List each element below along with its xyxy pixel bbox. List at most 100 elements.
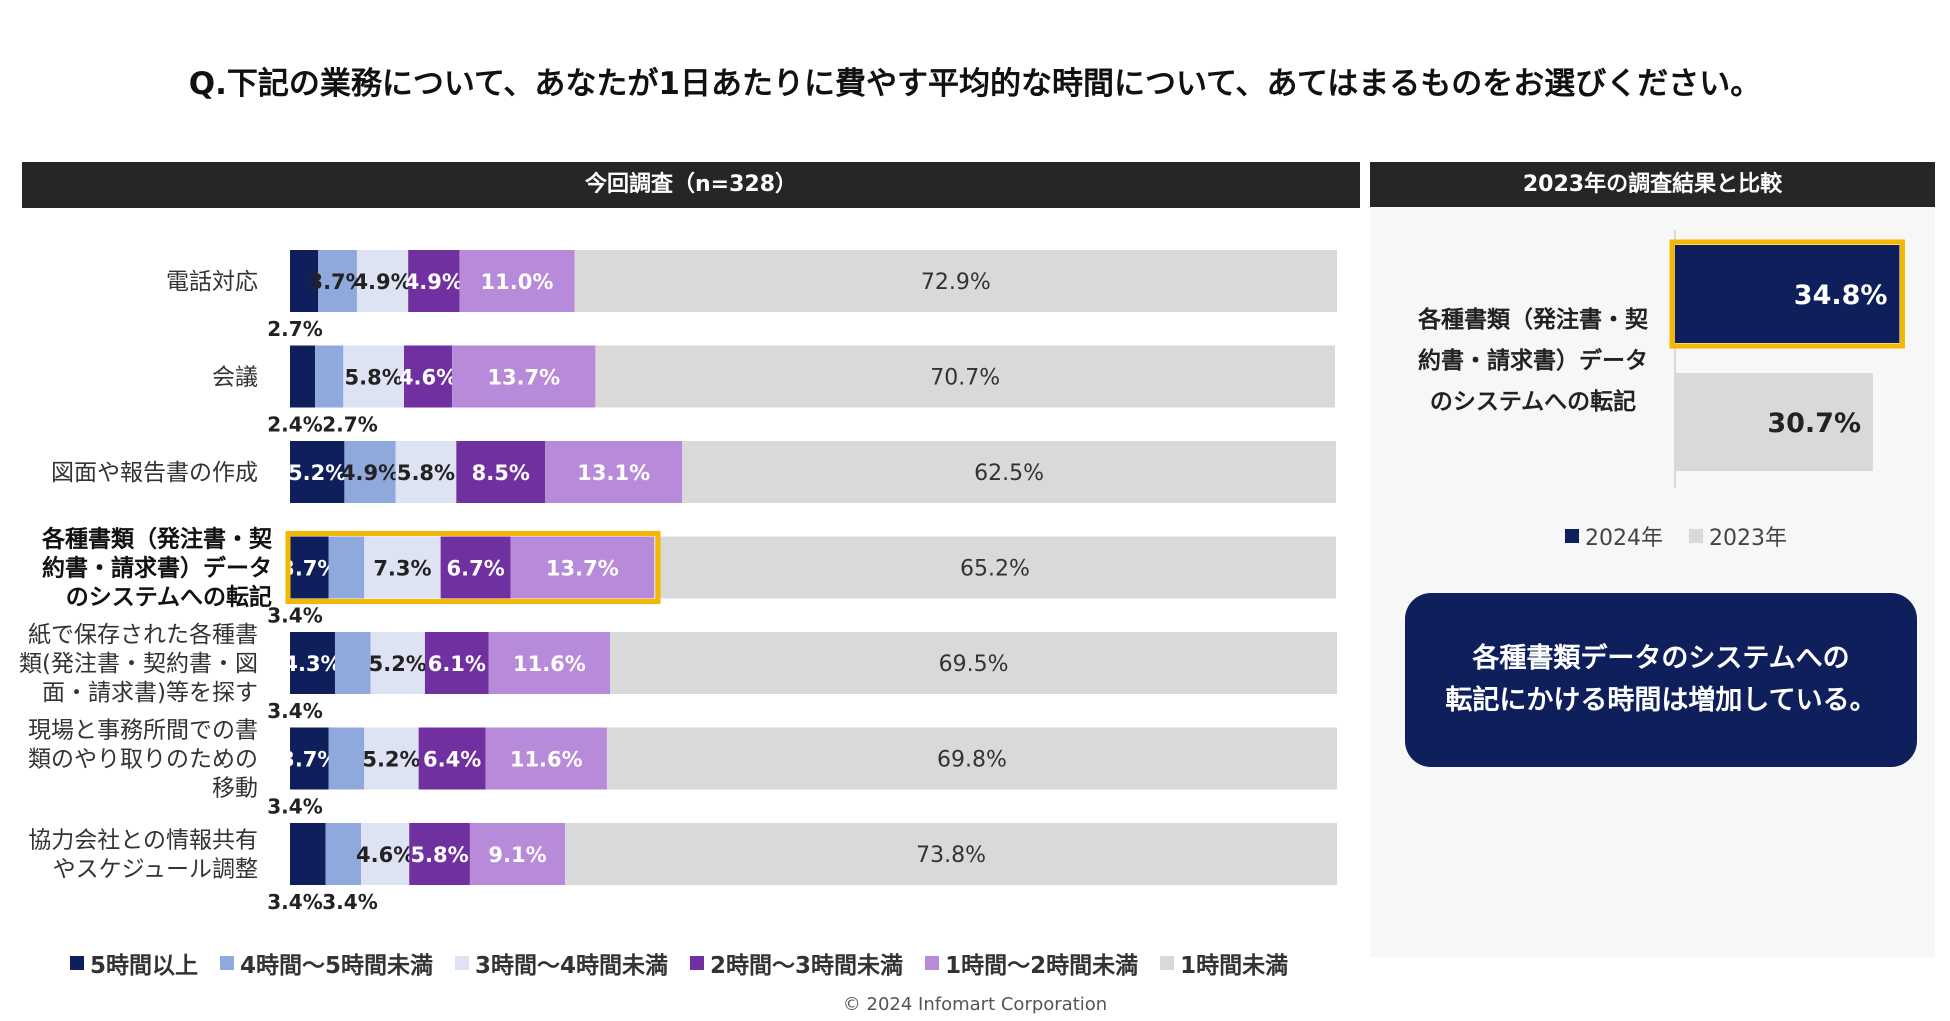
data-label: 73.8% <box>916 843 986 868</box>
data-label-below: 3.4% <box>267 604 322 628</box>
bar-segment <box>328 536 365 599</box>
bar-segment <box>290 250 319 312</box>
comparison-highlight-frame <box>1669 239 1905 349</box>
data-label-below: 2.4% <box>267 413 322 437</box>
bar-segment <box>469 823 566 885</box>
category-label-line: 現場と事務所間での書 <box>28 718 258 744</box>
comparison-category-line: 各種書類（発注書・契 <box>1418 307 1648 333</box>
comparison-bar <box>1675 245 1900 343</box>
bar-segment <box>682 441 1336 503</box>
category-label: 協力会社との情報共有やスケジュール調整 <box>28 828 258 883</box>
category-label-line: 類(発注書・契約書・図 <box>19 651 258 677</box>
comparison-legend-label: 2023年 <box>1709 526 1787 551</box>
legend-swatch <box>220 956 235 970</box>
legend-swatch <box>1160 956 1175 970</box>
bar-segment <box>452 345 596 408</box>
data-label-below: 2.7% <box>267 317 322 341</box>
comparison-legend-item: 2023年 <box>1689 520 1787 552</box>
bar-segment <box>334 632 371 694</box>
legend-swatch <box>1565 529 1579 543</box>
legend-swatch <box>690 956 705 970</box>
bar-segment <box>290 345 316 408</box>
highlight-frame <box>285 531 661 604</box>
legend-label: 2時間～3時間未満 <box>710 953 904 979</box>
data-label-below: 3.4% <box>267 795 322 819</box>
bar-segment <box>370 632 425 694</box>
stacked-bar-chart: 電話対応 3.7%4.9%4.9% 11.0% 72.9%2.7%会議 5.8%4.6%… <box>19 250 1338 914</box>
category-label-line: 移動 <box>212 776 258 802</box>
data-label: 13.7% <box>487 366 560 390</box>
bar-segment <box>485 727 607 790</box>
bar-segment <box>343 345 405 408</box>
comparison-legend: 2024年 2023年 <box>1565 520 1787 552</box>
data-label: 72.9% <box>921 270 991 295</box>
legend-item: 2時間～3時間未満 <box>690 946 903 980</box>
data-label: 4.9% <box>353 270 411 294</box>
category-label-line: 会議 <box>212 365 258 391</box>
bar-segment <box>404 345 453 408</box>
chart-legend: 5時間以上 4時間～5時間未満 3時間～4時間未満 2時間～3時間未満 1時間～2時間未… <box>70 946 1288 980</box>
data-label: 11.6% <box>510 748 583 772</box>
legend-item: 5時間以上 <box>70 946 198 980</box>
bar-segment <box>328 727 365 790</box>
category-label-line: 協力会社との情報共有 <box>28 828 258 854</box>
category-label-line: 各種書類（発注書・契 <box>41 526 273 553</box>
bar-segment <box>418 727 486 790</box>
data-label: 9.1% <box>488 843 546 867</box>
data-label: 5.8% <box>410 843 468 867</box>
comparison-category-line: 約書・請求書）データ <box>1418 348 1648 374</box>
bar-segment <box>459 250 575 312</box>
data-label-below: 2.7% <box>322 413 377 437</box>
data-label: 4.6% <box>399 366 457 390</box>
data-label: 11.6% <box>513 652 586 676</box>
data-label: 5.2% <box>369 652 427 676</box>
bar-segment <box>440 536 511 599</box>
bar-segment <box>510 536 655 599</box>
bar-segment <box>409 823 470 885</box>
callout-line: 転記にかける時間は増加している。 <box>1445 685 1877 716</box>
bar-segment <box>574 250 1338 312</box>
data-label: 5.8% <box>345 366 403 390</box>
category-label: 図面や報告書の作成 <box>51 460 258 486</box>
bar-segment <box>318 250 357 312</box>
data-label: 8.5% <box>472 461 530 485</box>
legend-item: 3時間～4時間未満 <box>455 946 668 980</box>
bar-segment <box>315 345 344 408</box>
data-label: 4.9% <box>341 461 399 485</box>
comparison-value-label: 34.8% <box>1794 280 1888 311</box>
conclusion-callout: 各種書類データのシステムへの 転記にかける時間は増加している。 <box>1405 593 1917 767</box>
data-label-below: 3.4% <box>267 890 322 914</box>
legend-item: 1時間～2時間未満 <box>925 946 1138 980</box>
survey-question-title: Q.下記の業務について、あなたが1日あたりに費やす平均的な時間について、あてはま… <box>188 66 1762 102</box>
category-label: 各種書類（発注書・契約書・請求書）データのシステムへの転記 <box>41 526 273 611</box>
data-label: 5.2% <box>288 461 346 485</box>
legend-item: 4時間～5時間未満 <box>220 946 433 980</box>
bar-segment <box>364 727 419 790</box>
legend-swatch <box>925 956 940 970</box>
legend-label: 1時間未満 <box>1180 953 1289 979</box>
legend-item: 1時間未満 <box>1160 946 1288 980</box>
bar-segment <box>356 250 409 312</box>
data-label: 7.3% <box>373 557 431 581</box>
data-label: 6.1% <box>428 652 486 676</box>
bar-segment <box>545 441 683 503</box>
bar-segment <box>290 632 335 694</box>
legend-label: 4時間～5時間未満 <box>240 953 434 979</box>
data-label: 69.5% <box>939 652 1009 677</box>
bar-segment <box>456 441 546 503</box>
legend-label: 5時間以上 <box>90 953 199 979</box>
data-label: 11.0% <box>481 270 554 294</box>
bar-segment <box>290 441 345 503</box>
data-label: 70.7% <box>930 366 1000 391</box>
bar-segment <box>364 536 441 599</box>
category-label: 会議 <box>212 365 258 391</box>
data-label: 65.2% <box>960 557 1030 582</box>
category-label: 紙で保存された各種書類(発注書・契約書・図面・請求書)等を探す <box>19 622 258 706</box>
data-label: 4.9% <box>405 270 463 294</box>
data-label: 13.1% <box>577 461 650 485</box>
bar-segment <box>424 632 489 694</box>
comparison-bar-chart: 34.8% 30.7% <box>1669 230 1905 488</box>
data-label: 5.8% <box>397 461 455 485</box>
data-label: 5.2% <box>362 748 420 772</box>
bar-segment <box>408 250 460 312</box>
